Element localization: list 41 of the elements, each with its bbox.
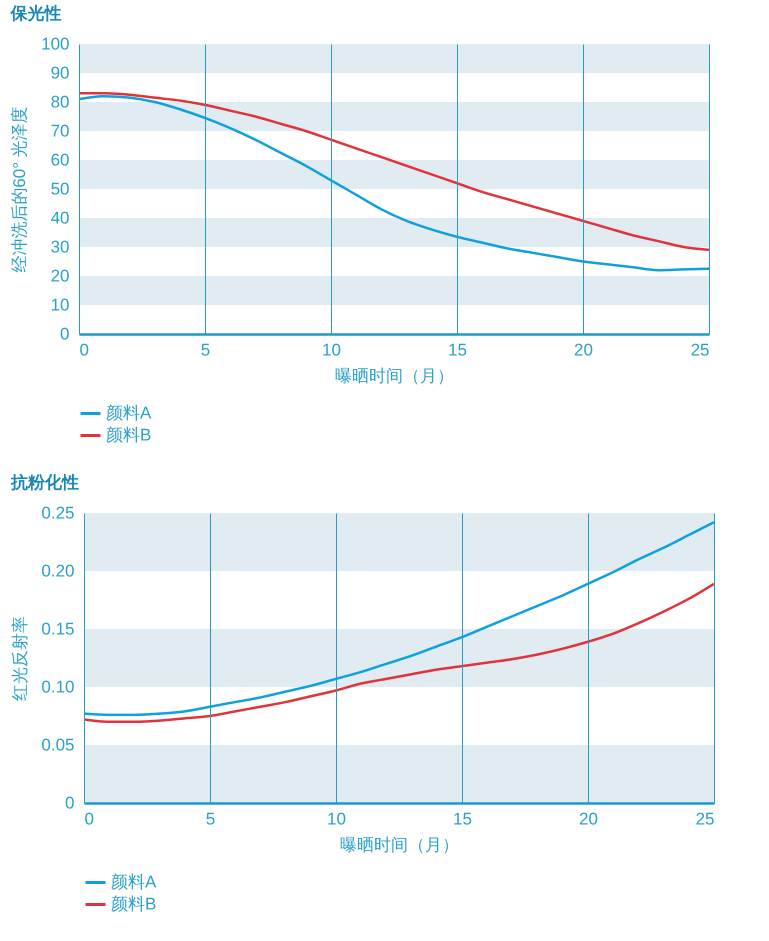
y-tick-label: 0.05 xyxy=(41,736,74,754)
legend-label: 颜料B xyxy=(111,894,156,914)
y-tick-label: 0.25 xyxy=(41,504,74,522)
y-tick-label: 40 xyxy=(50,208,70,228)
legend-label: 颜料A xyxy=(106,404,152,422)
x-axis-title: 曝晒时间（月） xyxy=(335,366,454,386)
x-tick-label: 0 xyxy=(84,810,94,828)
chart-title: 抗粉化性 xyxy=(10,473,79,492)
x-axis-title: 曝晒时间（月） xyxy=(340,836,459,854)
y-tick-label: 0 xyxy=(65,794,74,812)
x-tick-label: 20 xyxy=(574,340,593,360)
y-tick-label: 100 xyxy=(41,34,70,54)
y-tick-label: 0.15 xyxy=(41,620,74,638)
y-tick-label: 20 xyxy=(50,266,70,286)
legend-label: 颜料B xyxy=(106,426,152,444)
x-tick-label: 15 xyxy=(448,340,467,360)
x-tick-label: 20 xyxy=(579,810,598,828)
chart-title: 保光性 xyxy=(10,4,62,23)
y-tick-label: 0.10 xyxy=(41,678,74,696)
legend-label: 颜料A xyxy=(111,872,157,892)
line-series xyxy=(82,582,716,724)
x-tick-label: 10 xyxy=(327,810,346,828)
x-tick-label: 10 xyxy=(322,340,341,360)
x-tick-label: 5 xyxy=(200,340,210,360)
line-series xyxy=(82,521,716,716)
y-tick-label: 50 xyxy=(50,180,70,198)
y-axis-title: 经冲洗后的60° 光泽度 xyxy=(10,106,30,273)
y-tick-label: 10 xyxy=(50,296,70,314)
x-tick-label: 5 xyxy=(206,810,216,828)
y-tick-label: 0 xyxy=(60,324,70,344)
y-axis-title: 红光反射率 xyxy=(10,616,30,701)
y-tick-label: 30 xyxy=(50,238,70,256)
x-tick-label: 15 xyxy=(453,810,472,828)
y-tick-label: 60 xyxy=(50,150,70,170)
y-tick-label: 0.20 xyxy=(41,562,74,580)
x-tick-label: 25 xyxy=(696,810,714,828)
x-tick-label: 0 xyxy=(80,340,89,360)
y-tick-label: 80 xyxy=(50,92,70,112)
y-tick-label: 70 xyxy=(50,122,70,140)
y-tick-label: 90 xyxy=(50,64,70,82)
x-tick-label: 25 xyxy=(690,340,710,360)
